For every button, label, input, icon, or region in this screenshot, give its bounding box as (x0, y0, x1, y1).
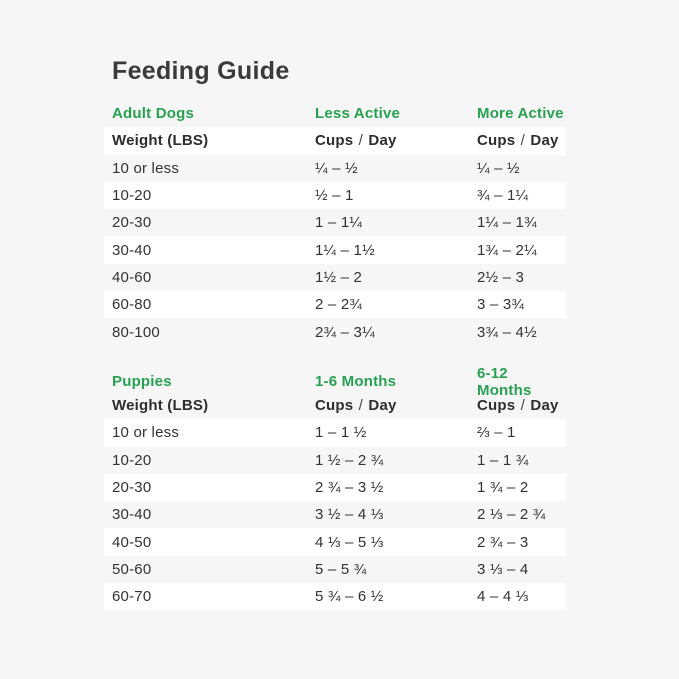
page-title: Feeding Guide (112, 57, 290, 85)
puppies-row-10-or-less: 10 or less 1 – 1 ½ ⅔ – 1 (104, 419, 566, 447)
weight-cell: 10 or less (112, 159, 180, 177)
cups-per-day-cell: 2½ – 3 (477, 268, 525, 286)
cups-per-day-cell: 1½ – 2 (315, 268, 363, 286)
cups-per-day-cell: 1¼ – 1½ (315, 241, 375, 259)
cups-per-day-cell: ¾ – 1¼ (477, 187, 529, 205)
puppies-column-header-2: Cups / Day (315, 397, 397, 415)
cups-per-day-cell: 2 ¾ – 3 (477, 533, 529, 551)
adult-dogs-column-header-2: Cups / Day (315, 132, 397, 150)
adult-dogs-row-60-80: 60-80 2 – 2¾ 3 – 3¾ (104, 291, 566, 319)
puppies-column-header-1: Weight (LBS) (112, 397, 209, 415)
weight-cell: 10-20 (112, 451, 152, 469)
slash-separator: / (520, 132, 526, 150)
puppies-row-60-70: 60-70 5 ¾ – 6 ½ 4 – 4 ⅓ (104, 583, 566, 611)
adult-dogs-column-header-row: Weight (LBS) Cups / Day Cups / Day (104, 127, 566, 155)
puppies-section: Puppies 1-6 Months 6-12 Months Weight (LBS)… (104, 365, 566, 611)
adult-dogs-row-30-40: 30-40 1¼ – 1½ 1¾ – 2¼ (104, 236, 566, 264)
cups-per-day-cell: 4 ⅓ – 5 ⅓ (315, 533, 384, 551)
cups-per-day-cell: 1 ½ – 2 ¾ (315, 451, 384, 469)
adult-dogs-section: Adult Dogs Less Active More Active Weight (… (104, 100, 566, 346)
cups-per-day-cell: 1 ¾ – 2 (477, 479, 529, 496)
cups-per-day-cell: 4 – 4 ⅓ (477, 588, 529, 606)
puppies-group-header-2: 1-6 Months (315, 373, 397, 391)
puppies-row-20-30: 20-30 2 ¾ – 3 ½ 1 ¾ – 2 (104, 473, 566, 502)
weight-cell: 20-30 (112, 479, 152, 496)
cups-per-day-cell: 1 – 1 ¾ (477, 451, 529, 469)
puppies-group-header-row: Puppies 1-6 Months 6-12 Months (104, 365, 566, 399)
puppies-group-header-1: Puppies (112, 373, 172, 391)
adult-dogs-row-10-20: 10-20 ½ – 1 ¾ – 1¼ (104, 181, 566, 210)
weight-cell: 80-100 (112, 323, 160, 341)
puppies-column-header-row: Weight (LBS) Cups / Day Cups / Day (104, 392, 566, 419)
adult-dogs-row-80-100: 80-100 2¾ – 3¼ 3¾ – 4½ (104, 318, 566, 345)
adult-dogs-group-header-1: Adult Dogs (112, 105, 194, 123)
cups-per-day-cell: 3 – 3¾ (477, 296, 525, 314)
cups-per-day-cell: 2 ⅓ – 2 ¾ (477, 506, 546, 524)
weight-cell: 30-40 (112, 506, 152, 524)
cups-per-day-cell: 1¼ – 1¾ (477, 214, 537, 232)
adult-dogs-group-header-3: More Active (477, 105, 564, 123)
adult-dogs-group-header-2: Less Active (315, 105, 401, 123)
cups-per-day-cell: 5 – 5 ¾ (315, 560, 367, 578)
cups-per-day-cell: 1¾ – 2¼ (477, 241, 537, 259)
adult-dogs-row-10-or-less: 10 or less ¼ – ½ ¼ – ½ (104, 155, 566, 182)
cups-per-day-cell: ½ – 1 (315, 187, 354, 205)
puppies-row-50-60: 50-60 5 – 5 ¾ 3 ⅓ – 4 (104, 556, 566, 583)
puppies-row-10-20: 10-20 1 ½ – 2 ¾ 1 – 1 ¾ (104, 447, 566, 474)
slash-separator: / (520, 397, 526, 415)
cups-per-day-cell: ¼ – ½ (315, 159, 358, 177)
cups-per-day-cell: ¼ – ½ (477, 159, 520, 177)
puppies-row-30-40: 30-40 3 ½ – 4 ⅓ 2 ⅓ – 2 ¾ (104, 501, 566, 528)
cups-per-day-cell: 2 – 2¾ (315, 296, 363, 314)
slash-separator: / (358, 397, 364, 415)
cups-per-day-cell: 5 ¾ – 6 ½ (315, 588, 384, 606)
cups-per-day-cell: 2¾ – 3¼ (315, 323, 375, 341)
adult-dogs-group-header-row: Adult Dogs Less Active More Active (104, 100, 566, 127)
cups-per-day-cell: 3¾ – 4½ (477, 323, 537, 341)
weight-cell: 60-80 (112, 296, 152, 314)
adult-dogs-row-20-30: 20-30 1 – 1¼ 1¼ – 1¾ (104, 209, 566, 236)
weight-cell: 20-30 (112, 214, 152, 232)
weight-cell: 30-40 (112, 241, 152, 259)
adult-dogs-column-header-1: Weight (LBS) (112, 132, 209, 150)
cups-per-day-cell: 2 ¾ – 3 ½ (315, 479, 384, 496)
weight-cell: 10 or less (112, 424, 180, 442)
weight-cell: 40-60 (112, 268, 152, 286)
adult-dogs-row-40-60: 40-60 1½ – 2 2½ – 3 (104, 264, 566, 291)
weight-cell: 10-20 (112, 187, 152, 205)
tables-container: Adult Dogs Less Active More Active Weight (… (104, 100, 566, 611)
cups-per-day-cell: 1 – 1 ½ (315, 424, 367, 442)
weight-cell: 40-50 (112, 533, 152, 551)
cups-per-day-cell: ⅔ – 1 (477, 424, 516, 442)
cups-per-day-cell: 3 ½ – 4 ⅓ (315, 506, 384, 524)
adult-dogs-column-header-3: Cups / Day (477, 132, 559, 150)
puppies-column-header-3: Cups / Day (477, 397, 559, 415)
slash-separator: / (358, 132, 364, 150)
cups-per-day-cell: 1 – 1¼ (315, 214, 363, 232)
cups-per-day-cell: 3 ⅓ – 4 (477, 560, 529, 578)
weight-cell: 60-70 (112, 588, 152, 606)
weight-cell: 50-60 (112, 560, 152, 578)
puppies-row-40-50: 40-50 4 ⅓ – 5 ⅓ 2 ¾ – 3 (104, 528, 566, 556)
puppies-group-header-3: 6-12 Months (477, 364, 532, 399)
